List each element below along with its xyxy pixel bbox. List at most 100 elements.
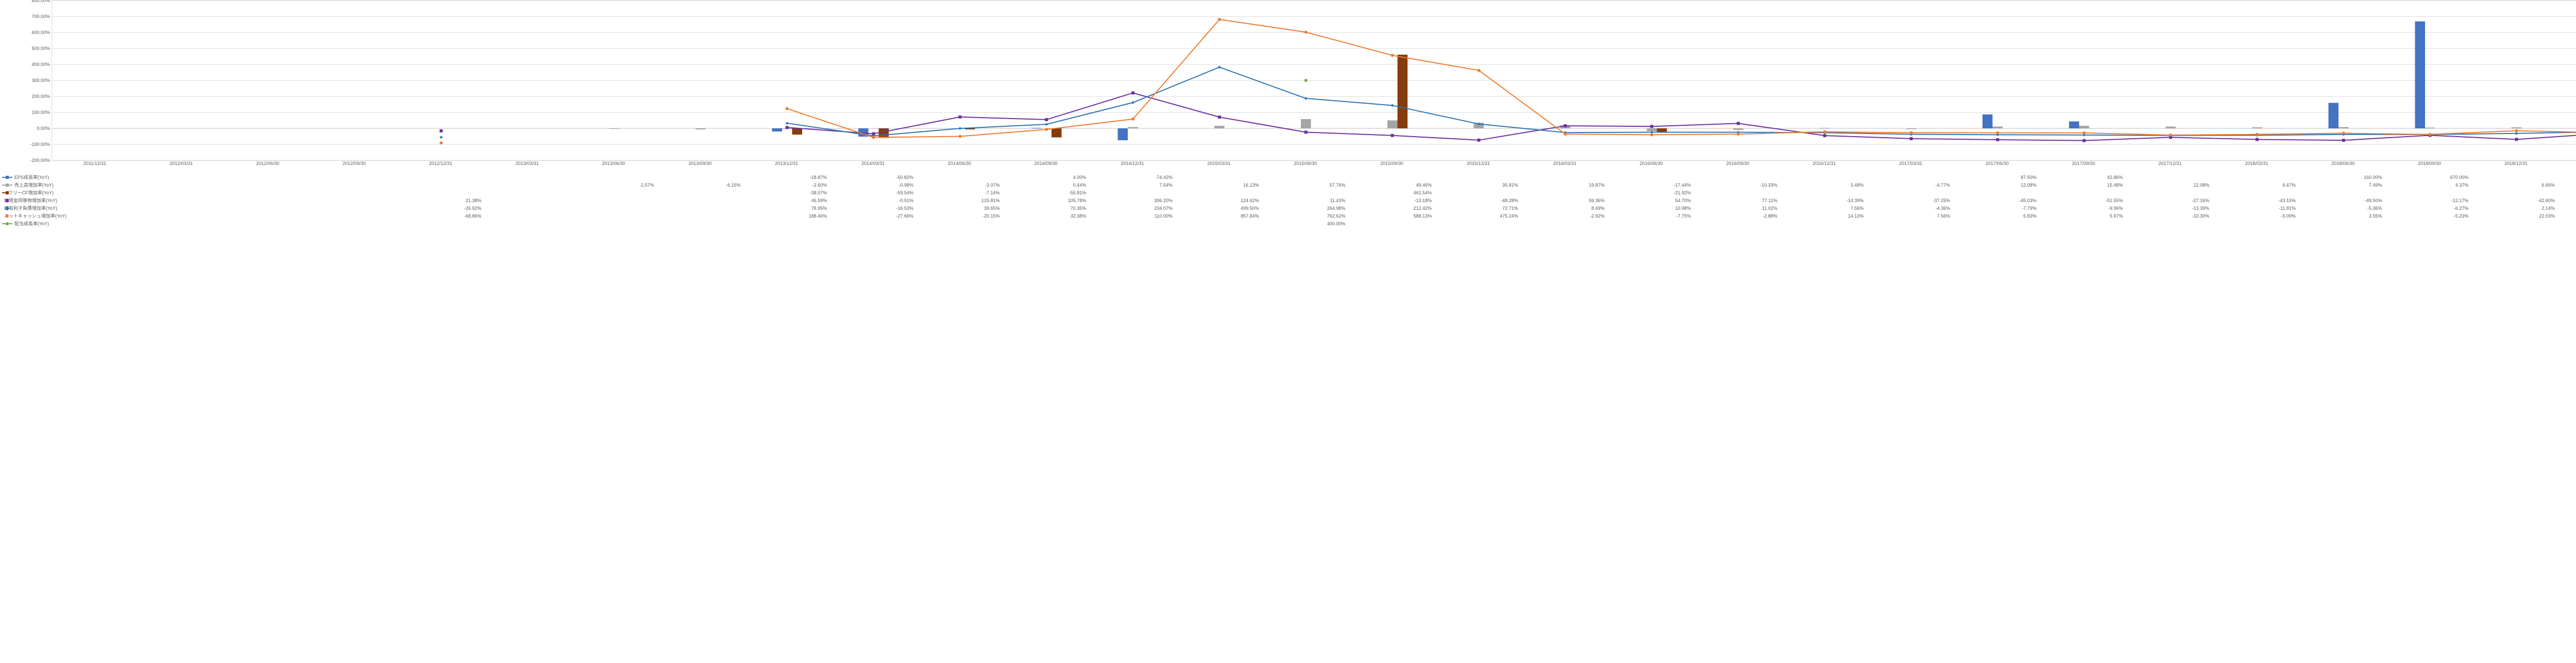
row-label-left: ネットキャッシュ増加率(YoY) (0, 212, 54, 219)
data-cell: -68.86% (399, 213, 486, 219)
data-cell: 13.75% (2559, 206, 2576, 211)
data-cell: -7.75% (1608, 213, 1695, 219)
data-cell: -17.44% (1608, 183, 1695, 188)
data-cell: -10.33% (1695, 183, 1782, 188)
table-row: ネットキャッシュ増加率(YoY)-68.86%188.46%-27.66%-20… (0, 212, 2576, 220)
y-left-tick: 300.00% (31, 78, 50, 83)
data-cell: -6.27% (2386, 206, 2473, 211)
data-cell: -13.18% (1349, 198, 1436, 203)
data-cell: -27.16% (2127, 198, 2214, 203)
data-cell (1090, 190, 1177, 195)
data-cell (485, 198, 572, 203)
data-cell (485, 183, 572, 188)
x-tick: 2014/03/31 (861, 161, 885, 166)
chart-area: -200.00%-100.00%0.00%100.00%200.00%300.0… (0, 0, 2576, 160)
data-cell (2386, 190, 2473, 195)
data-cell (658, 206, 745, 211)
data-cell: -0.98% (831, 183, 918, 188)
data-cell: -5.23% (2386, 213, 2473, 219)
data-cell: 11.65% (2559, 183, 2576, 188)
row-cells: -18.87%-50.82%4.00%-74.42%87.50%42.86%16… (54, 175, 2576, 180)
data-cell (140, 206, 227, 211)
data-cell (572, 206, 658, 211)
data-cell: 49.46% (1349, 183, 1436, 188)
data-cell (140, 213, 227, 219)
data-cell: -16.53% (831, 206, 918, 211)
data-cell (1263, 175, 1350, 180)
legend-marker-icon (2, 183, 12, 187)
x-tick: 2015/06/30 (1294, 161, 1317, 166)
x-tick: 2013/03/31 (516, 161, 539, 166)
data-cell (226, 206, 313, 211)
x-tick: 2014/09/30 (1035, 161, 1058, 166)
data-cell: 857.84% (1177, 213, 1263, 219)
data-cell: -5.36% (2300, 206, 2386, 211)
data-cell (2127, 190, 2214, 195)
data-cell (399, 183, 486, 188)
x-tick: 2018/06/30 (2331, 161, 2354, 166)
data-cell: -6.15% (658, 183, 745, 188)
data-cell (658, 221, 745, 226)
data-cell (1695, 190, 1782, 195)
row-cells: -38.57%-59.54%-7.14%-55.81%461.54%-21.92… (54, 190, 2576, 195)
data-cell (226, 213, 313, 219)
y-left-tick: 600.00% (31, 30, 50, 35)
data-cell: 12.08% (2127, 183, 2214, 188)
data-cell: -3.07% (918, 183, 1004, 188)
data-cell (313, 175, 399, 180)
data-cell (2213, 175, 2300, 180)
data-cell (2127, 221, 2214, 226)
x-tick: 2016/09/30 (1726, 161, 1749, 166)
data-cell (1608, 175, 1695, 180)
data-cell: -27.66% (831, 213, 918, 219)
data-cell (2559, 175, 2576, 180)
y-left-tick: 100.00% (31, 110, 50, 115)
x-tick: 2014/12/31 (1121, 161, 1144, 166)
legend-marker-icon (2, 222, 12, 226)
x-tick: 2017/03/31 (1899, 161, 1922, 166)
series-label: フリーCF増加率(YoY) (8, 189, 54, 196)
data-cell: -4.77% (1868, 183, 1954, 188)
data-cell: -51.55% (2041, 198, 2127, 203)
row-cells: 400.00% (54, 221, 2576, 226)
x-tick: 2011/12/31 (83, 161, 106, 166)
data-cell (140, 175, 227, 180)
data-cell (658, 190, 745, 195)
data-cell: 15.48% (2041, 183, 2127, 188)
series-label: 総有利子負債増加率(YoY) (4, 205, 57, 211)
data-cell: -12.17% (2386, 198, 2473, 203)
data-cell (1868, 221, 1954, 226)
data-cell: 57.76% (1263, 183, 1350, 188)
x-tick: 2015/09/30 (1380, 161, 1403, 166)
data-cell (2300, 221, 2386, 226)
data-cell (1522, 221, 1609, 226)
data-cell: -11.81% (2213, 206, 2300, 211)
data-cell (1608, 221, 1695, 226)
y-left-tick: -200.00% (30, 158, 50, 163)
data-cell: 87.50% (1954, 175, 2041, 180)
data-cell (54, 175, 140, 180)
data-cell: 39.65% (918, 206, 1004, 211)
row-label-left: 売上高増加率(YoY) (0, 181, 54, 188)
x-tick: 2015/03/31 (1207, 161, 1230, 166)
y-left-tick: 200.00% (31, 94, 50, 99)
data-cell (1522, 175, 1609, 180)
data-cell: -59.54% (831, 190, 918, 195)
data-table: EPS成長率(YoY)-18.87%-50.82%4.00%-74.42%87.… (0, 173, 2576, 227)
data-cell: -43.15% (2213, 198, 2300, 203)
data-cell: 42.86% (2041, 175, 2127, 180)
x-tick: 2013/12/31 (775, 161, 798, 166)
data-cell (313, 183, 399, 188)
data-cell: 77.11% (1695, 198, 1782, 203)
data-cell: -13.39% (2127, 206, 2214, 211)
data-cell: 160.00% (2300, 175, 2386, 180)
data-cell (399, 175, 486, 180)
data-cell (485, 175, 572, 180)
data-cell (485, 190, 572, 195)
data-cell (658, 175, 745, 180)
data-cell (572, 213, 658, 219)
data-cell (1782, 221, 1868, 226)
data-cell (2559, 190, 2576, 195)
data-cell: -18.87% (745, 175, 832, 180)
x-tick: 2017/09/30 (2072, 161, 2095, 166)
